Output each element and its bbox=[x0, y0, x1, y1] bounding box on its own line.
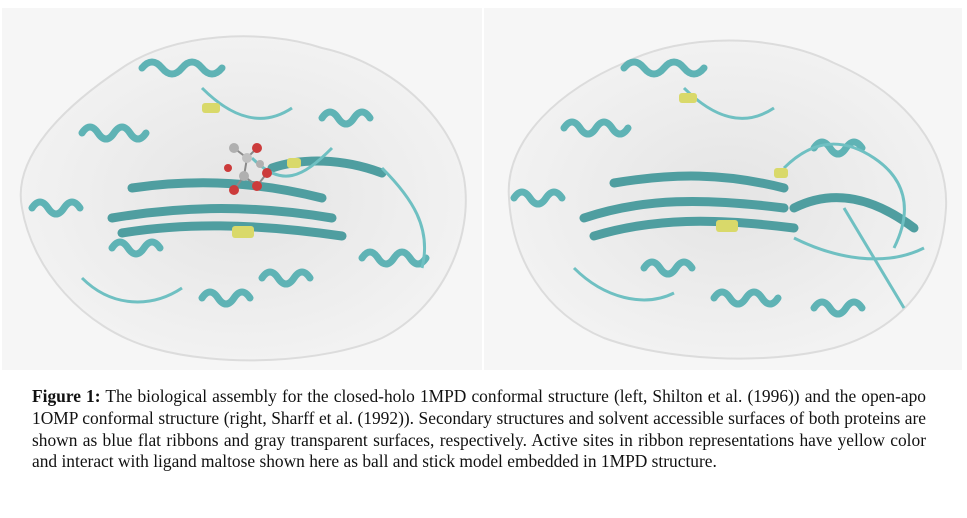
ribbon-strands bbox=[579, 171, 919, 241]
ribbon-helices bbox=[28, 58, 430, 308]
caption-text: The biological assembly for the closed-h… bbox=[32, 386, 926, 472]
active-site-patches bbox=[679, 93, 788, 232]
maltose-ligand bbox=[224, 143, 272, 195]
ribbon-helices bbox=[510, 58, 866, 318]
protein-render-right bbox=[484, 8, 962, 370]
ribbon-loops bbox=[572, 86, 925, 309]
ribbon-strands bbox=[107, 156, 387, 241]
figure-caption: Figure 1: The biological assembly for th… bbox=[32, 386, 926, 473]
protein-image-1omp bbox=[484, 8, 962, 370]
active-site-patches bbox=[202, 103, 301, 238]
protein-image-1mpd bbox=[2, 8, 482, 370]
caption-label: Figure 1: bbox=[32, 386, 101, 406]
protein-render-left bbox=[2, 8, 482, 370]
